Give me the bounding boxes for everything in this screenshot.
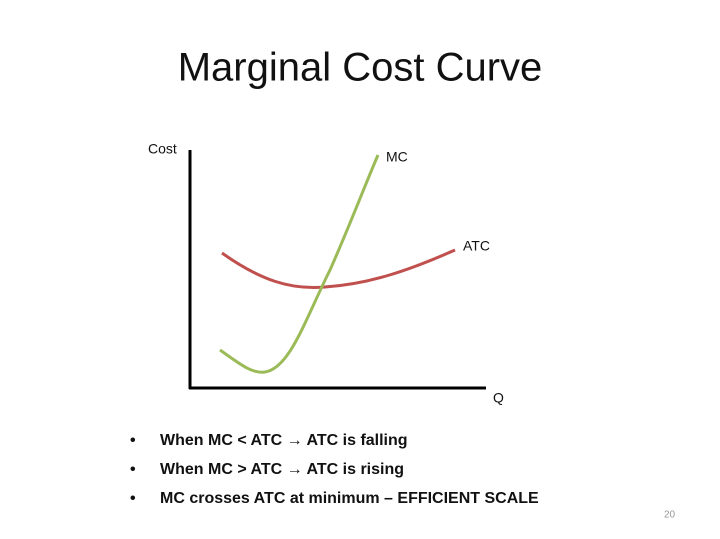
- bullet-dot: •: [130, 461, 136, 478]
- mc-curve: [219, 154, 380, 374]
- curve-label: MC: [386, 149, 408, 165]
- bullet-dot: •: [130, 490, 136, 507]
- bullet-dot: •: [130, 432, 136, 449]
- curve-label: ATC: [463, 238, 490, 254]
- atc-curve: [221, 248, 456, 289]
- y-axis-label: Cost: [148, 141, 177, 157]
- bullet-text: MC crosses ATC at minimum – EFFICIENT SC…: [160, 490, 539, 507]
- bullet-list: • When MC < ATC → ATC is falling • When …: [130, 432, 539, 507]
- x-axis-label: Q: [493, 390, 504, 406]
- slide-title: Marginal Cost Curve: [178, 46, 543, 90]
- page-number: 20: [664, 510, 676, 521]
- bullet-text: When MC > ATC → ATC is rising: [160, 461, 404, 478]
- bullet-text: When MC < ATC → ATC is falling: [160, 432, 408, 449]
